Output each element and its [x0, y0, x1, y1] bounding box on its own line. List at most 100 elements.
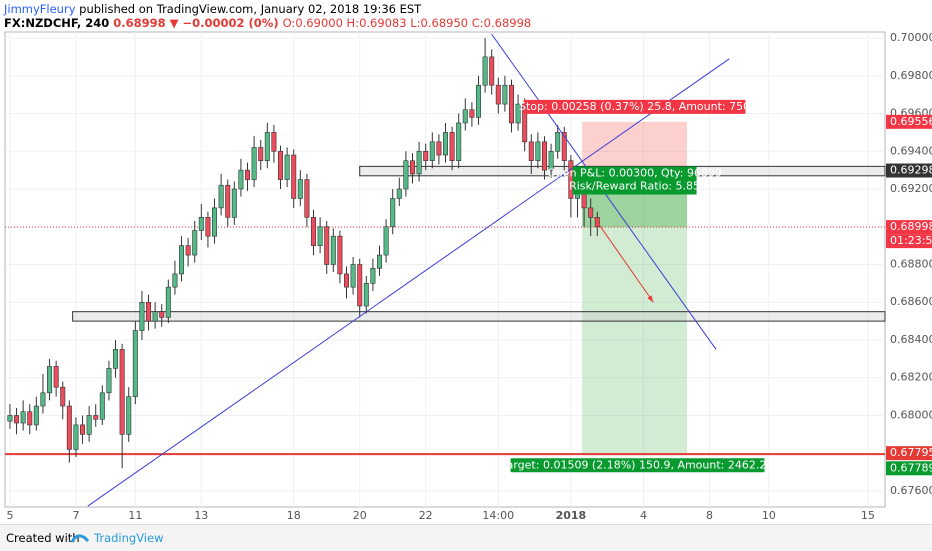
candle-body	[311, 217, 317, 246]
x-tick-label: 22	[419, 509, 433, 522]
stop-label: Stop: 0.00258 (0.37%) 25.8, Amount: 750	[519, 100, 750, 113]
candle-body	[502, 84, 508, 105]
candle-body	[73, 424, 79, 450]
brand[interactable]: TradingView	[94, 531, 164, 545]
candle-body	[258, 147, 264, 162]
candle-body	[251, 147, 257, 180]
quote-line: FX:NZDCHF, 240 0.68998 ▼ −0.00002 (0%) O…	[4, 16, 531, 30]
candle-body	[33, 405, 39, 426]
candle-body	[20, 411, 26, 424]
candle-body	[436, 141, 442, 156]
candle-body	[357, 264, 363, 307]
candle-body	[152, 311, 158, 322]
y-tick-label: 0.68800	[890, 257, 932, 270]
candle-body	[245, 169, 251, 180]
candle-body	[370, 267, 376, 284]
candle-body	[172, 273, 178, 288]
candle-body	[330, 235, 336, 265]
current-price-bg	[886, 220, 932, 235]
entry-price: 0.69298	[890, 164, 932, 177]
target-label: Target: 0.01509 (2.18%) 150.9, Amount: 2…	[501, 458, 774, 471]
candle-body	[218, 184, 224, 209]
y-tick-label: 0.70000	[890, 31, 932, 44]
candle-body	[106, 367, 112, 394]
candle-body	[416, 150, 422, 175]
stop-price: 0.69556	[890, 115, 932, 128]
candle-body	[80, 424, 86, 435]
candle-body	[344, 273, 350, 288]
candle-body	[139, 301, 145, 331]
stop-zone	[582, 121, 688, 171]
level-price: 0.67795	[890, 446, 932, 459]
candle-body	[205, 217, 211, 237]
target-zone	[582, 227, 688, 456]
published: published on TradingView.com, January 02…	[79, 2, 422, 16]
candle-body	[377, 254, 383, 269]
y-tick-label: 0.67600	[890, 484, 932, 497]
target-label-bg	[510, 458, 765, 473]
candle-body	[423, 150, 429, 162]
candle-body	[119, 349, 125, 435]
candle-body	[337, 235, 343, 275]
candle-body	[165, 286, 171, 318]
candle-body	[449, 132, 455, 162]
candle-body	[495, 84, 501, 105]
candle-body	[588, 207, 594, 218]
candle-body	[528, 141, 534, 162]
candle-body	[548, 150, 554, 171]
countdown: 01:23:52	[890, 234, 932, 247]
x-tick-label: 14:00	[482, 509, 514, 522]
candle-body	[60, 386, 66, 407]
x-tick-label: 10	[762, 509, 776, 522]
candle-body	[350, 264, 356, 288]
y-tick-label: 0.69800	[890, 69, 932, 82]
candle-body	[456, 122, 462, 162]
candle-body	[278, 150, 284, 180]
candle-body	[284, 154, 290, 180]
candle-body	[179, 245, 185, 275]
x-tick-label: 8	[706, 509, 713, 522]
chart: 0.676000.678000.680000.682000.684000.686…	[4, 31, 932, 522]
trendline	[87, 58, 730, 507]
level-price-bg	[886, 446, 932, 461]
x-tick-label: 18	[287, 509, 301, 522]
candle-body	[7, 415, 13, 422]
stop-label-bg	[523, 99, 746, 114]
candle-body	[555, 132, 561, 152]
y-tick-label: 0.69200	[890, 182, 932, 195]
candle-body	[535, 141, 541, 162]
candle-body	[396, 188, 402, 199]
quote: 0.68998 ▼ −0.00002 (0%)	[113, 16, 279, 30]
candle-body	[264, 132, 270, 162]
candle-body	[159, 311, 165, 318]
candle-body	[212, 207, 218, 237]
candle-body	[317, 226, 323, 246]
symbol: FX:NZDCHF, 240	[4, 16, 110, 30]
candle-body	[238, 169, 244, 190]
rr-label: Risk/Reward Ratio: 5.85	[569, 180, 700, 193]
candle-body	[47, 366, 53, 394]
candle-body	[27, 411, 33, 426]
y-tick-label: 0.68400	[890, 333, 932, 346]
candle-body	[14, 415, 20, 424]
x-tick-label: 5	[6, 509, 13, 522]
target-price: 0.67789	[890, 461, 932, 474]
candle-body	[363, 283, 369, 307]
candle-body	[489, 56, 495, 86]
y-tick-label: 0.68000	[890, 408, 932, 421]
candle-body	[482, 56, 488, 86]
candle-body	[40, 392, 46, 407]
candle-body	[390, 198, 396, 228]
header-line: JimmyFleury published on TradingView.com…	[4, 2, 421, 16]
candle-body	[185, 245, 191, 256]
plot-frame	[4, 31, 886, 508]
author[interactable]: JimmyFleury	[4, 2, 76, 16]
arrow-head	[647, 295, 654, 303]
x-tick-label: 20	[353, 509, 367, 522]
created-with: Created with	[6, 531, 80, 545]
candle-body	[403, 160, 409, 190]
entry-price-bg	[886, 163, 932, 178]
zone	[72, 311, 886, 322]
pnl-label: Open P&L: 0.00300, Qty: 96899	[547, 167, 722, 180]
